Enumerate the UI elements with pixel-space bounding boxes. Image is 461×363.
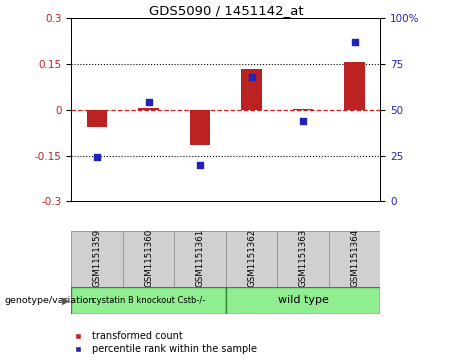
- Legend: transformed count, percentile rank within the sample: transformed count, percentile rank withi…: [65, 327, 261, 358]
- Point: [300, 118, 307, 124]
- Bar: [226, 231, 278, 287]
- Text: wild type: wild type: [278, 295, 329, 305]
- Bar: [87, 110, 107, 127]
- Bar: [138, 108, 159, 110]
- Bar: [190, 110, 211, 145]
- Bar: [329, 231, 380, 287]
- Text: GSM1151359: GSM1151359: [93, 228, 102, 286]
- Bar: [174, 231, 226, 287]
- Bar: [71, 287, 226, 314]
- Bar: [344, 62, 365, 110]
- Bar: [226, 287, 380, 314]
- Bar: [293, 109, 313, 110]
- Bar: [71, 231, 123, 287]
- Bar: [123, 231, 174, 287]
- Text: cystatin B knockout Cstb-/-: cystatin B knockout Cstb-/-: [92, 296, 205, 305]
- Title: GDS5090 / 1451142_at: GDS5090 / 1451142_at: [148, 4, 303, 17]
- Point: [196, 162, 204, 168]
- Point: [248, 74, 255, 80]
- Point: [351, 39, 358, 45]
- Text: ▶: ▶: [62, 295, 69, 305]
- Point: [94, 155, 101, 160]
- Bar: [242, 69, 262, 110]
- Text: GSM1151364: GSM1151364: [350, 228, 359, 287]
- Bar: [278, 231, 329, 287]
- Point: [145, 99, 152, 105]
- Text: GSM1151363: GSM1151363: [299, 228, 307, 287]
- Text: genotype/variation: genotype/variation: [5, 296, 95, 305]
- Text: GSM1151362: GSM1151362: [247, 228, 256, 287]
- Text: GSM1151361: GSM1151361: [195, 228, 205, 287]
- Text: GSM1151360: GSM1151360: [144, 228, 153, 287]
